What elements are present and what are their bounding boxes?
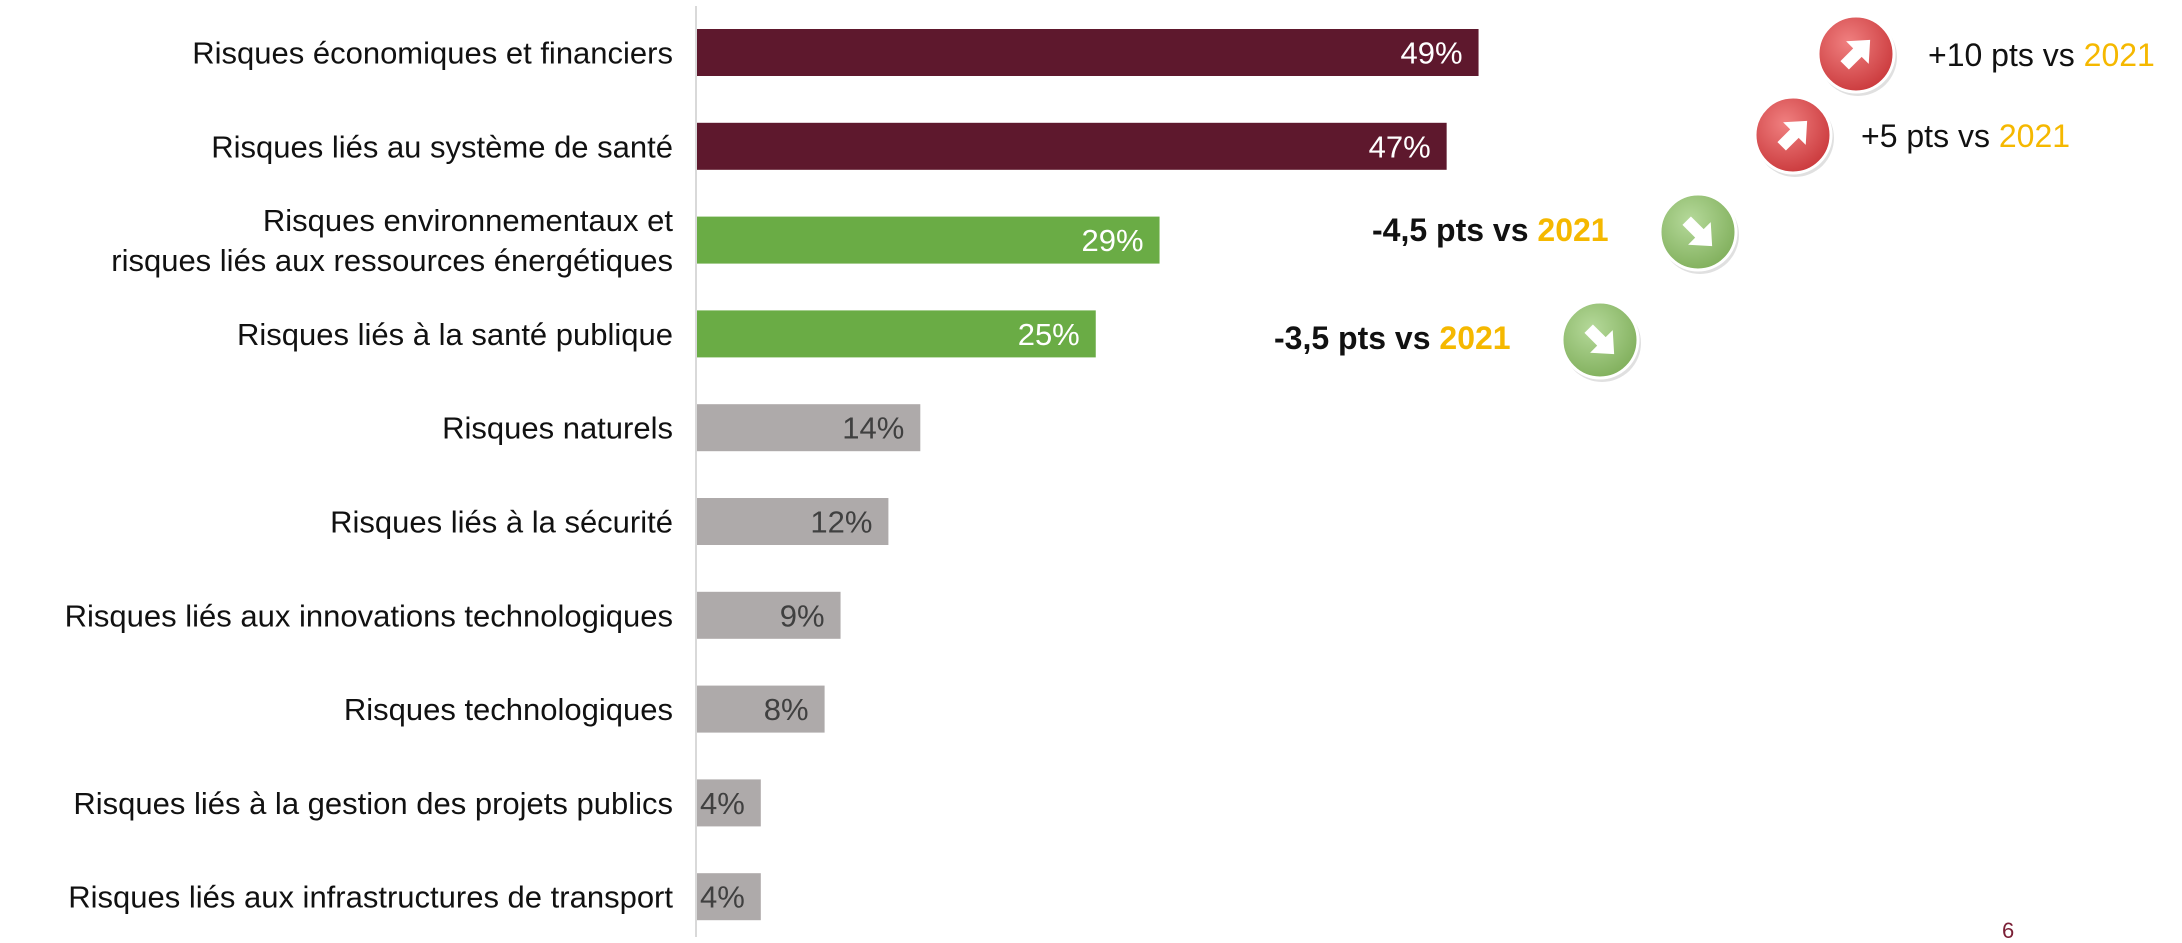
bar-7 (697, 591, 841, 639)
category-label: Risques liés aux innovations technologiq… (65, 598, 673, 633)
value-label: 12% (810, 505, 872, 540)
trend-delta: -4,5 pts vs (1372, 212, 1537, 248)
trend-year: 2021 (1439, 320, 1510, 356)
value-label: 14% (842, 411, 904, 446)
category-label: Risques économiques et financiers (192, 36, 673, 71)
value-label: 8% (764, 692, 809, 727)
trend-annotation: -4,5 pts vs 2021 (1372, 212, 1609, 248)
trend-annotation: -3,5 pts vs 2021 (1274, 320, 1511, 356)
value-label: 4% (700, 880, 745, 915)
trend-annotation: +10 pts vs 2021 (1928, 37, 2155, 73)
page-number: 6 (2002, 918, 2015, 943)
trend-up-icon (1753, 95, 1834, 177)
category-label: Risques liés au système de santé (211, 129, 673, 164)
bar-8 (697, 685, 825, 733)
category-label: Risques technologiques (344, 692, 673, 727)
category-label: Risques liés à la santé publique (237, 317, 673, 352)
trend-delta: -3,5 pts vs (1274, 320, 1439, 356)
trend-year: 2021 (2084, 37, 2155, 73)
bar-6 (697, 498, 889, 545)
value-label: 29% (1082, 223, 1144, 258)
bar-4 (697, 310, 1096, 358)
trend-down-icon (1658, 192, 1739, 274)
bar-1 (697, 29, 1479, 76)
value-label: 49% (1401, 36, 1463, 71)
bar-10 (697, 873, 761, 921)
trend-delta: +5 pts vs (1861, 118, 1999, 154)
trend-annotation: +5 pts vs 2021 (1861, 118, 2070, 154)
bar-9 (697, 779, 761, 827)
category-label: Risques liés à la sécurité (330, 505, 673, 540)
category-label: Risques naturels (442, 411, 673, 446)
value-label: 9% (780, 598, 825, 633)
category-label: Risques liés aux infrastructures de tran… (68, 880, 673, 915)
category-label: Risques environnementaux et (263, 203, 674, 238)
value-label: 25% (1018, 317, 1080, 352)
trend-up-icon (1816, 14, 1897, 96)
trend-delta: +10 pts vs (1928, 37, 2084, 73)
value-label: 4% (700, 786, 745, 821)
bar-3 (697, 216, 1160, 264)
bar-5 (697, 404, 921, 452)
category-label: risques liés aux ressources énergétiques (111, 243, 673, 278)
trend-down-icon (1560, 300, 1641, 382)
trend-year: 2021 (1537, 212, 1608, 248)
trend-year: 2021 (1999, 118, 2070, 154)
value-label: 47% (1369, 129, 1431, 164)
bar-2 (697, 122, 1447, 170)
category-label: Risques liés à la gestion des projets pu… (73, 786, 673, 821)
